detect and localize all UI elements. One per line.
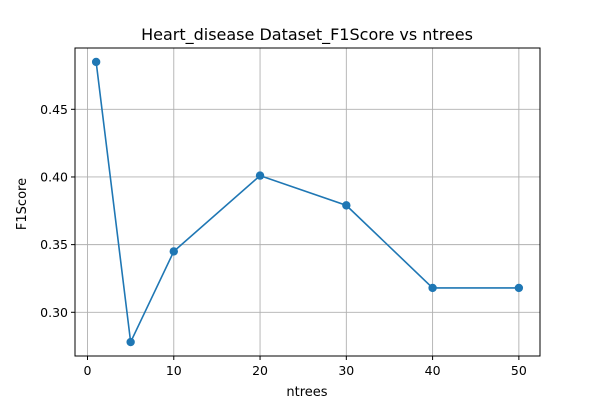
data-point — [428, 283, 437, 293]
data-point — [342, 201, 351, 210]
data-point — [514, 283, 524, 293]
y-tick-label: 0.40 — [40, 169, 68, 184]
y-tick-label: 0.45 — [40, 102, 68, 117]
y-axis-label: F1Score — [15, 178, 30, 230]
data-point — [91, 57, 101, 67]
y-axis: 0.30 0.35 0.40 0.45 — [40, 102, 75, 320]
x-tick-label: 40 — [425, 363, 441, 378]
y-tick-label: 0.35 — [40, 237, 68, 252]
series-layer — [91, 57, 524, 347]
series-line — [95, 61, 519, 345]
x-tick-label: 30 — [338, 363, 354, 378]
x-tick-label: 20 — [252, 363, 268, 378]
x-tick-label: 50 — [511, 363, 527, 378]
x-axis: 0 10 20 30 40 50 — [84, 356, 527, 378]
x-tick-label: 10 — [166, 363, 182, 378]
data-point — [126, 337, 135, 347]
grid-layer — [75, 48, 540, 356]
x-tick-label: 0 — [84, 363, 92, 378]
plot-area-frame — [74, 47, 541, 357]
y-tick-label: 0.30 — [40, 305, 68, 320]
chart-title: Heart_disease Dataset_F1Score vs ntrees — [141, 25, 473, 45]
data-point — [169, 247, 178, 256]
x-axis-label: ntrees — [286, 385, 327, 400]
data-point — [255, 171, 265, 180]
